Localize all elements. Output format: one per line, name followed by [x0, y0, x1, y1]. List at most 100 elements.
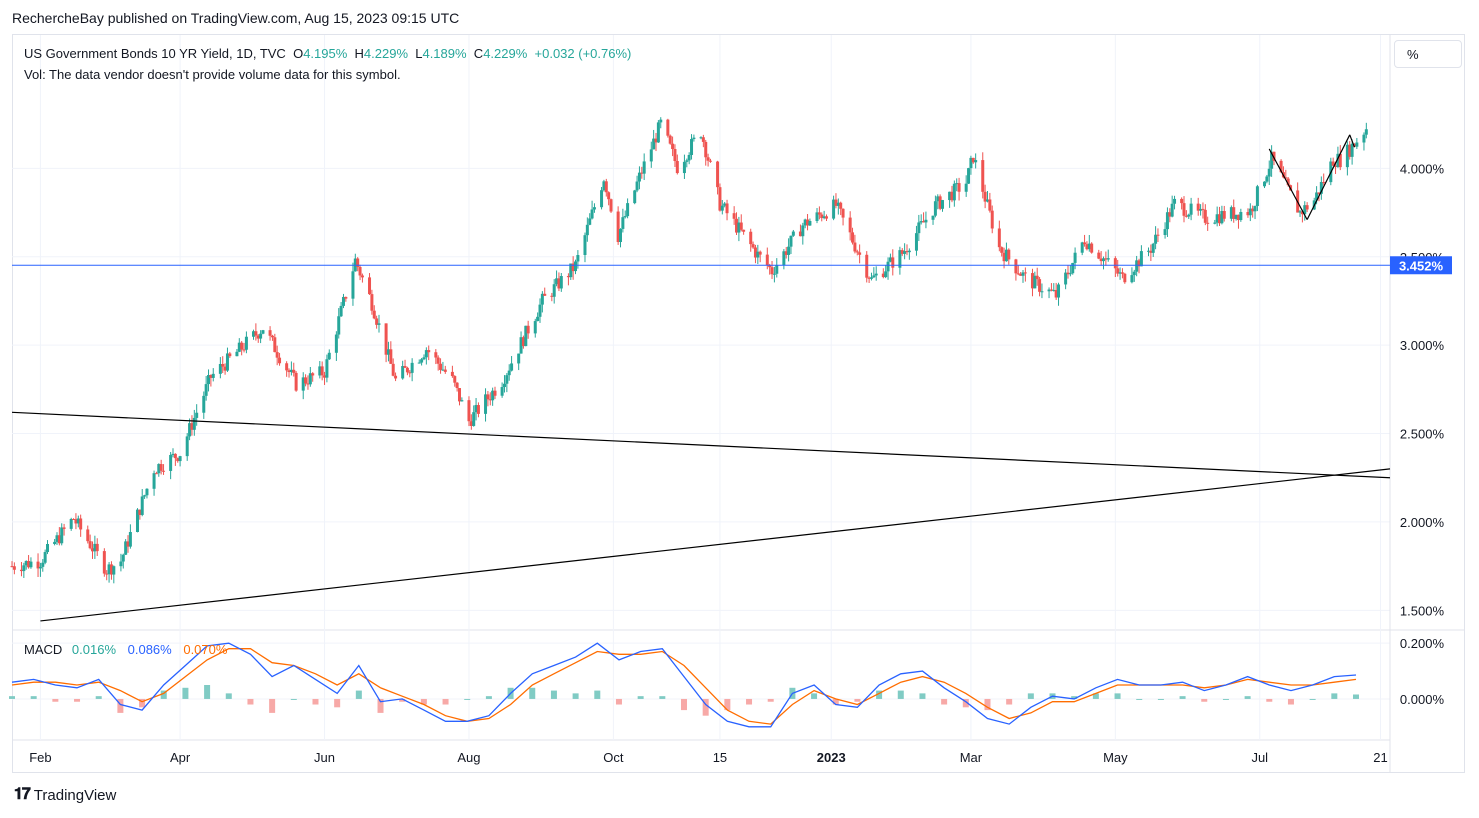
candle-body [391, 363, 395, 376]
tradingview-brand[interactable]: 𝟏𝟕 TradingView [14, 786, 116, 804]
candle-body [983, 191, 987, 202]
candle-body [304, 377, 308, 384]
price-axis-label: 2.000% [1400, 515, 1445, 530]
candle-body [642, 161, 646, 174]
candle-body [1090, 243, 1094, 253]
macd-histogram-bar [767, 698, 774, 702]
candle-body [476, 405, 480, 414]
candle-body [855, 251, 859, 253]
candle-body [1087, 243, 1091, 250]
candle-body [1180, 198, 1184, 204]
macd-histogram-bar [724, 698, 731, 711]
candle-body [334, 334, 338, 353]
candle-body [505, 375, 509, 384]
candle-body [1066, 272, 1070, 275]
candle-body [1263, 181, 1267, 187]
candle-body [808, 220, 812, 226]
high-label: H [354, 46, 364, 61]
candle-body [884, 271, 888, 278]
candle-body [1319, 181, 1323, 194]
candle-body [457, 388, 461, 402]
candle-body [765, 254, 769, 266]
candle-body [768, 265, 772, 268]
macd-histogram-bar [247, 698, 254, 705]
candle-body [268, 330, 272, 336]
macd-histogram-bar [1244, 696, 1251, 699]
candle-body [938, 196, 942, 209]
candle-body [1047, 289, 1051, 292]
candle-body [787, 246, 791, 255]
candle-body [1334, 165, 1338, 168]
upper-trendline[interactable] [11, 411, 1391, 479]
candle-body [1284, 177, 1288, 179]
candle-body [195, 412, 199, 418]
candle-body [1362, 134, 1366, 143]
candle-body [948, 191, 952, 201]
candle-body [1355, 142, 1359, 147]
candle-body [178, 456, 182, 462]
candle-body [933, 201, 937, 216]
candle-body [491, 390, 495, 401]
price-axis-label: 1.500% [1400, 603, 1445, 618]
macd-histogram-bar [225, 693, 232, 699]
candle-body [337, 316, 341, 335]
candle-body [119, 561, 123, 567]
candle-body [192, 417, 196, 430]
candle-body [981, 160, 985, 192]
macd-histogram-bar [1157, 698, 1164, 700]
candle-body [739, 222, 743, 230]
candle-body [1057, 284, 1061, 298]
macd-histogram-bar [1179, 696, 1186, 699]
candle-body [422, 357, 426, 360]
candle-body [1246, 212, 1250, 216]
chart-frame [12, 34, 1465, 773]
candle-body [143, 495, 147, 497]
candle-body [1052, 289, 1056, 291]
macd-line-value: 0.086% [127, 642, 172, 657]
zigzag-leg-end[interactable] [1349, 134, 1356, 148]
candle-body [706, 157, 710, 161]
zigzag-leg-down[interactable] [1268, 148, 1308, 220]
candle-body [22, 565, 26, 572]
candle-body [803, 219, 807, 226]
candle-body [824, 216, 828, 219]
candle-body [1154, 234, 1158, 244]
candle-body [223, 366, 227, 371]
candle-body [484, 394, 488, 414]
candle-body [24, 560, 28, 566]
candle-body [427, 350, 431, 353]
candle-body [997, 228, 1001, 248]
candle-body [1232, 207, 1236, 219]
candle-body [1338, 153, 1342, 168]
candle-body [1118, 272, 1122, 274]
macd-histogram-bar [74, 698, 81, 702]
candle-body [107, 564, 111, 575]
candle-body [633, 190, 637, 204]
candle-body [1049, 289, 1053, 291]
candle-body [1097, 252, 1101, 259]
open-label: O [293, 46, 304, 61]
candle-body [152, 473, 156, 489]
candle-body [1345, 144, 1349, 168]
candle-body [486, 394, 490, 400]
percent-scale-button[interactable]: % [1394, 40, 1462, 68]
candle-body [443, 369, 447, 372]
candle-body [128, 532, 132, 547]
candle-body [936, 196, 940, 202]
candle-body [701, 137, 705, 142]
candle-body [450, 371, 454, 377]
macd-line [11, 642, 1357, 728]
candle-body [27, 560, 31, 568]
candle-body [557, 278, 561, 289]
candle-body [493, 390, 497, 396]
candle-body [1199, 208, 1203, 211]
candle-body [86, 529, 90, 542]
macd-histogram-bar [290, 698, 297, 700]
candle-body [1023, 272, 1027, 274]
zigzag-leg-up[interactable] [1306, 134, 1351, 220]
lower-trendline[interactable] [40, 468, 1391, 622]
candle-body [1317, 192, 1321, 194]
macd-histogram-bar [9, 696, 15, 699]
candle-body [1073, 252, 1077, 263]
